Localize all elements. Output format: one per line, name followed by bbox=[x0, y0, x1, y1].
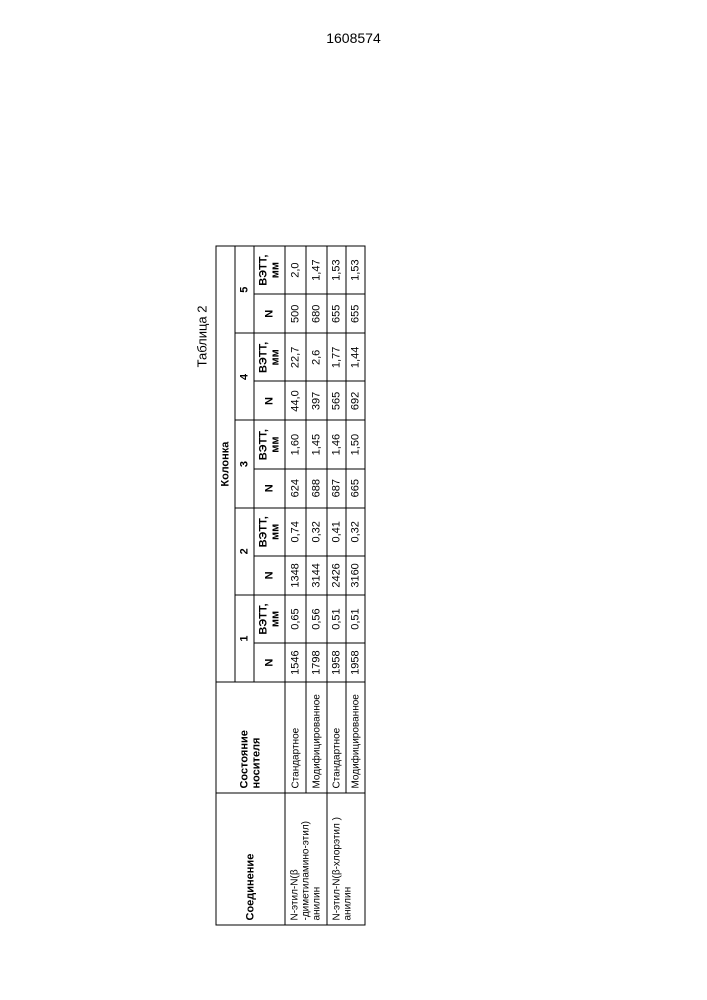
state-cell: Модифицированное bbox=[346, 682, 365, 793]
cell: 1,45 bbox=[306, 420, 327, 468]
cell: 3160 bbox=[346, 556, 365, 595]
table-container: Таблица 2 Соединение Состояние носителя … bbox=[195, 246, 366, 926]
h-v-5: ВЭТТ, мм bbox=[254, 246, 285, 294]
cell: 500 bbox=[285, 294, 306, 333]
h-v-1: ВЭТТ, мм bbox=[254, 595, 285, 643]
cell: 0,65 bbox=[285, 595, 306, 643]
state-cell: Стандартное bbox=[285, 682, 306, 793]
compound-name: N-этил-N(β-хлорэтил ) анилин bbox=[327, 793, 365, 925]
cell: 2,6 bbox=[306, 333, 327, 381]
cell: 44,0 bbox=[285, 381, 306, 420]
cell: 1958 bbox=[327, 643, 346, 682]
table-label: Таблица 2 bbox=[195, 246, 210, 926]
col-2: 2 bbox=[235, 508, 254, 595]
h-n-3: N bbox=[254, 469, 285, 508]
cell: 688 bbox=[306, 469, 327, 508]
cell: 1546 bbox=[285, 643, 306, 682]
cell: 397 bbox=[306, 381, 327, 420]
cell: 655 bbox=[327, 294, 346, 333]
cell: 1,50 bbox=[346, 420, 365, 468]
compound-name: N-этил-N(β -диметиламино-этил) анилин bbox=[285, 793, 327, 925]
page-number: 1608574 bbox=[0, 30, 707, 46]
cell: 2,0 bbox=[285, 246, 306, 294]
cell: 655 bbox=[346, 294, 365, 333]
cell: 665 bbox=[346, 469, 365, 508]
col-1: 1 bbox=[235, 595, 254, 682]
cell: 565 bbox=[327, 381, 346, 420]
cell: 687 bbox=[327, 469, 346, 508]
cell: 1,60 bbox=[285, 420, 306, 468]
cell: 2426 bbox=[327, 556, 346, 595]
cell: 0,51 bbox=[327, 595, 346, 643]
cell: 1348 bbox=[285, 556, 306, 595]
state-cell: Модифицированное bbox=[306, 682, 327, 793]
header-state: Состояние носителя bbox=[216, 682, 285, 793]
cell: 0,74 bbox=[285, 508, 306, 556]
h-n-4: N bbox=[254, 381, 285, 420]
h-n-2: N bbox=[254, 556, 285, 595]
h-n-5: N bbox=[254, 294, 285, 333]
cell: 0,56 bbox=[306, 595, 327, 643]
cell: 1,46 bbox=[327, 420, 346, 468]
cell: 1958 bbox=[346, 643, 365, 682]
cell: 680 bbox=[306, 294, 327, 333]
cell: 1,53 bbox=[346, 246, 365, 294]
cell: 0,41 bbox=[327, 508, 346, 556]
cell: 0,32 bbox=[346, 508, 365, 556]
cell: 3144 bbox=[306, 556, 327, 595]
h-v-4: ВЭТТ, мм bbox=[254, 333, 285, 381]
cell: 0,32 bbox=[306, 508, 327, 556]
table-row: N-этил-N(β -диметиламино-этил) анилин Ст… bbox=[285, 246, 306, 925]
cell: 624 bbox=[285, 469, 306, 508]
header-group: Колонка bbox=[216, 246, 235, 682]
col-3: 3 bbox=[235, 420, 254, 507]
h-v-2: ВЭТТ, мм bbox=[254, 508, 285, 556]
cell: 1798 bbox=[306, 643, 327, 682]
col-5: 5 bbox=[235, 246, 254, 333]
h-v-3: ВЭТТ, мм bbox=[254, 420, 285, 468]
cell: 1,44 bbox=[346, 333, 365, 381]
h-n-1: N bbox=[254, 643, 285, 682]
header-compound: Соединение bbox=[216, 793, 285, 925]
cell: 22,7 bbox=[285, 333, 306, 381]
data-table: Соединение Состояние носителя Колонка 1 … bbox=[216, 246, 366, 926]
col-4: 4 bbox=[235, 333, 254, 420]
state-cell: Стандартное bbox=[327, 682, 346, 793]
cell: 1,47 bbox=[306, 246, 327, 294]
cell: 1,77 bbox=[327, 333, 346, 381]
cell: 1,53 bbox=[327, 246, 346, 294]
cell: 0,51 bbox=[346, 595, 365, 643]
table-row: N-этил-N(β-хлорэтил ) анилин Стандартное… bbox=[327, 246, 346, 925]
cell: 692 bbox=[346, 381, 365, 420]
